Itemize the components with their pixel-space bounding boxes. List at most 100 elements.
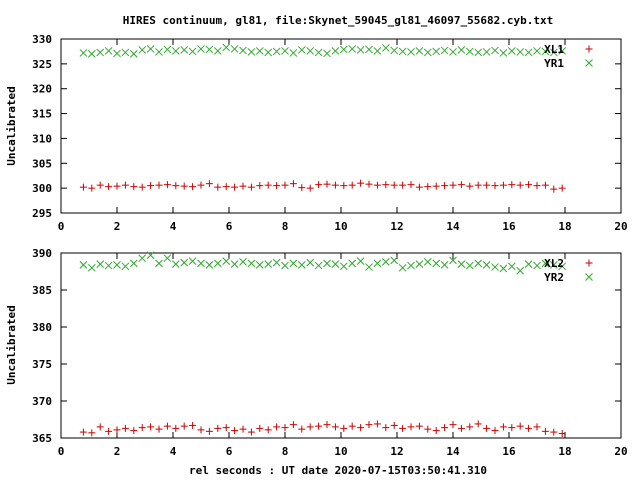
bottom-x-tick-label: 0 — [58, 445, 65, 458]
data-point-xl2 — [231, 427, 239, 435]
data-point-xl1 — [407, 181, 415, 189]
data-point-yr1 — [407, 48, 415, 56]
data-point-xl1 — [189, 183, 197, 191]
data-point-yr1 — [331, 47, 340, 55]
data-point-yr1 — [516, 48, 525, 56]
data-point-xl1 — [88, 184, 96, 192]
bottom-x-tick-label: 4 — [170, 445, 177, 458]
data-point-yr2 — [339, 262, 348, 271]
data-point-xl1 — [516, 181, 524, 189]
data-point-yr2 — [423, 258, 432, 266]
data-point-yr1 — [188, 47, 197, 56]
bottom-x-tick-label: 14 — [446, 445, 460, 458]
chart-title: HIRES continuum, gl81, file:Skynet_59045… — [123, 14, 553, 27]
data-point-yr1 — [87, 50, 96, 58]
top-x-tick-label: 0 — [58, 220, 65, 233]
data-point-yr2 — [272, 258, 281, 267]
data-point-yr2 — [407, 261, 415, 270]
data-point-xl1 — [449, 181, 457, 189]
data-point-xl2 — [483, 424, 491, 432]
top-y-tick-label: 300 — [32, 182, 52, 195]
data-point-yr2 — [264, 260, 273, 268]
data-point-yr1 — [255, 47, 264, 55]
bottom-y-tick-label: 380 — [32, 321, 52, 334]
data-point-yr2 — [449, 256, 457, 265]
data-point-xl1 — [432, 182, 440, 190]
legend-marker-yr2 — [585, 273, 593, 281]
data-point-xl2 — [348, 422, 356, 430]
data-point-xl1 — [214, 183, 222, 191]
data-point-yr1 — [281, 47, 289, 55]
data-point-xl2 — [113, 426, 121, 434]
data-point-xl2 — [516, 422, 524, 430]
data-point-yr2 — [440, 260, 449, 269]
data-point-xl2 — [541, 427, 549, 435]
legend-marker-yr1 — [585, 59, 593, 67]
top-x-tick-label: 14 — [446, 220, 460, 233]
data-point-yr2 — [289, 259, 298, 268]
bottom-y-tick-label: 365 — [32, 432, 52, 445]
data-point-xl2 — [239, 425, 247, 433]
data-point-xl1 — [96, 181, 104, 189]
data-point-xl1 — [130, 183, 138, 191]
data-point-xl1 — [247, 183, 255, 191]
bottom-x-tick-label: 18 — [558, 445, 571, 458]
data-point-yr2 — [146, 251, 155, 260]
data-point-xl1 — [331, 181, 339, 189]
data-point-yr1 — [197, 45, 205, 53]
data-point-xl2 — [457, 424, 465, 432]
data-point-xl1 — [399, 181, 407, 189]
data-point-yr2 — [113, 260, 121, 269]
top-x-tick-label: 4 — [170, 220, 177, 233]
data-point-yr1 — [155, 48, 163, 56]
data-point-xl2 — [550, 428, 558, 436]
data-point-yr1 — [415, 47, 424, 55]
data-point-yr2 — [331, 260, 340, 268]
data-point-xl2 — [96, 423, 104, 431]
bottom-x-tick-label: 10 — [334, 445, 347, 458]
data-point-yr2 — [432, 259, 441, 268]
data-point-xl2 — [533, 423, 541, 431]
data-point-xl2 — [121, 424, 129, 432]
data-point-xl2 — [357, 424, 365, 432]
top-x-tick-label: 20 — [614, 220, 627, 233]
data-point-yr1 — [524, 48, 533, 57]
data-point-yr1 — [113, 49, 121, 58]
data-point-yr2 — [491, 263, 499, 271]
data-point-xl2 — [331, 423, 339, 431]
legend-marker-xl2 — [585, 259, 593, 267]
data-point-xl1 — [533, 182, 541, 190]
data-point-yr1 — [222, 43, 231, 52]
data-point-yr1 — [104, 47, 113, 55]
data-point-xl1 — [550, 185, 558, 193]
data-point-yr1 — [507, 47, 516, 55]
data-point-xl1 — [105, 183, 113, 191]
top-ylabel: Uncalibrated — [5, 86, 18, 165]
data-point-yr2 — [373, 259, 382, 268]
data-point-yr2 — [222, 257, 231, 265]
data-point-xl1 — [382, 181, 390, 189]
data-point-xl1 — [222, 183, 230, 191]
data-point-yr2 — [499, 264, 508, 273]
data-point-yr1 — [491, 46, 499, 55]
data-point-yr2 — [104, 261, 113, 270]
data-point-xl1 — [147, 182, 155, 190]
data-point-yr2 — [323, 259, 331, 268]
data-point-xl1 — [256, 182, 264, 190]
data-point-xl1 — [441, 182, 449, 190]
top-y-tick-label: 330 — [32, 33, 52, 46]
data-point-yr2 — [415, 260, 424, 268]
top-x-tick-label: 6 — [226, 220, 233, 233]
data-point-yr1 — [297, 46, 306, 54]
data-point-xl2 — [340, 424, 348, 432]
data-point-yr2 — [188, 257, 197, 265]
data-point-yr1 — [239, 46, 247, 55]
data-point-xl1 — [205, 180, 213, 188]
data-point-yr1 — [96, 48, 105, 57]
bottom-panel: Uncalibrated 0 2 4 6 8 10 12 14 16 18 20 365 370 375 3… — [5, 247, 628, 458]
data-point-yr2 — [79, 260, 88, 269]
data-point-yr2 — [524, 260, 533, 268]
data-point-yr2 — [213, 259, 222, 268]
data-point-yr1 — [323, 49, 331, 58]
data-point-xl1 — [180, 182, 188, 190]
